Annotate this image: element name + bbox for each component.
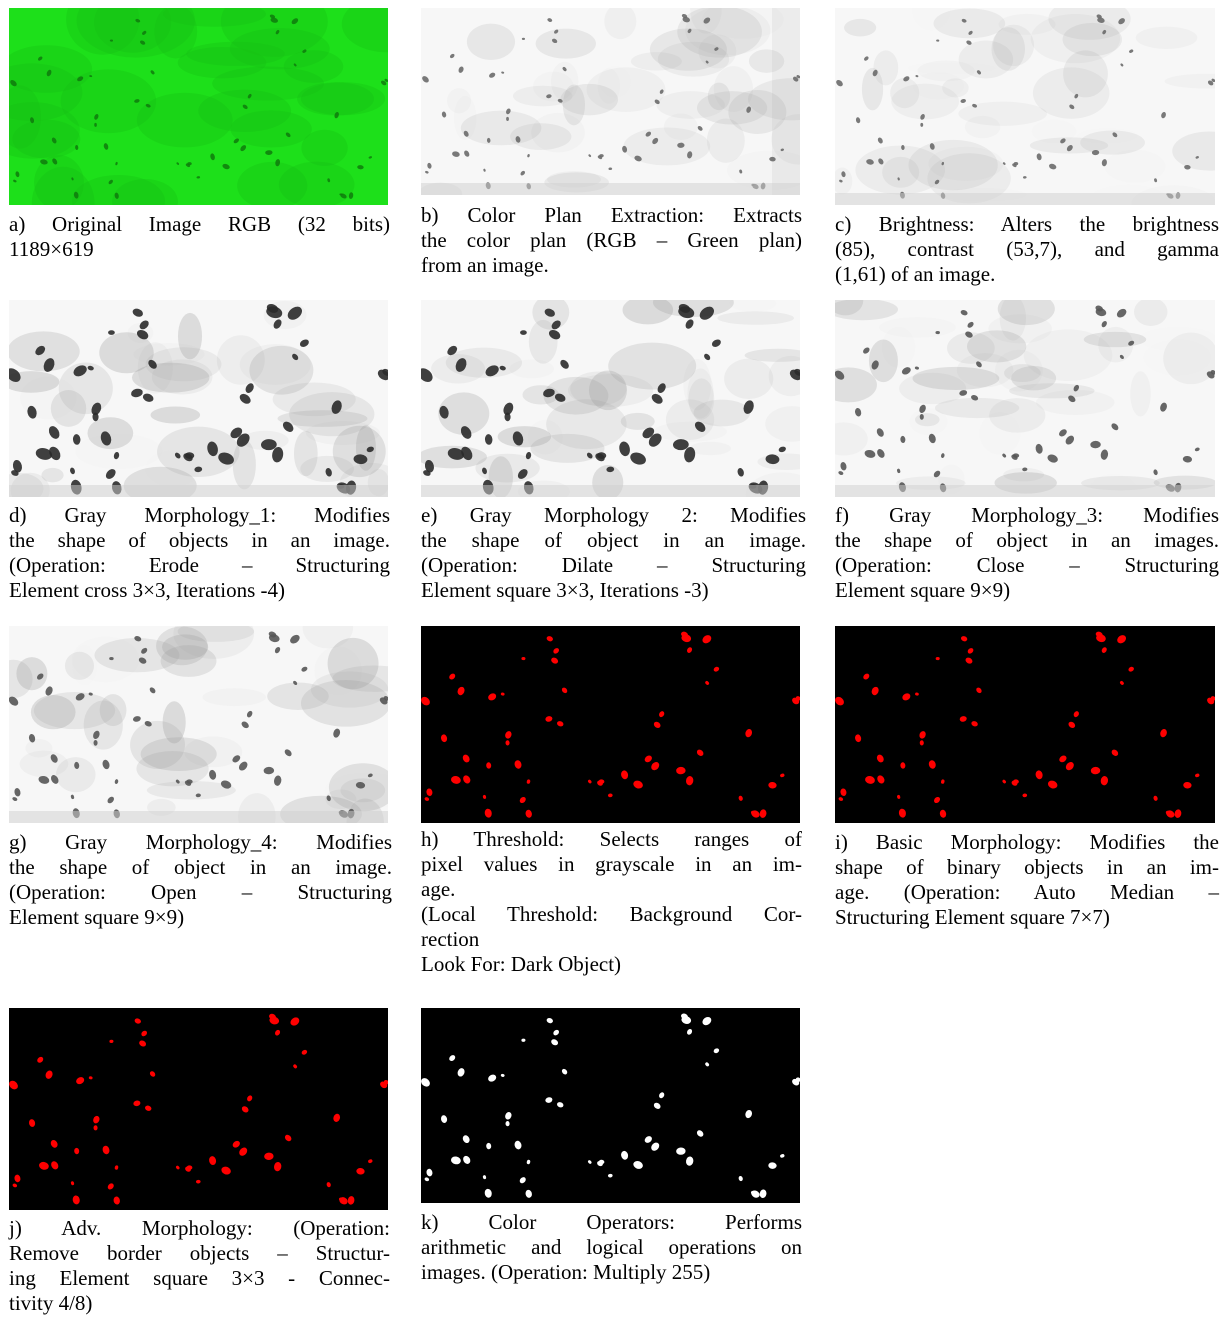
caption-line: f) Gray Morphology_3: Modifies <box>835 503 1219 527</box>
caption-line: the shape of object in an image. <box>421 528 806 552</box>
caption-line: Structuring Element square 7×7) <box>835 905 1110 929</box>
panel-j-caption: j) Adv. Morphology: (Operation: Remove bo… <box>9 1216 390 1316</box>
panel-g-caption: g) Gray Morphology_4: Modifies the shape … <box>9 830 392 930</box>
caption-line: tivity 4/8) <box>9 1291 93 1315</box>
micrograph-svg <box>9 8 388 205</box>
micrograph-svg <box>421 1008 800 1203</box>
panel-k-caption: k) Color Operators: Performs arithmetic a… <box>421 1210 802 1285</box>
caption-line: h) Threshold: Selects ranges of <box>421 827 802 851</box>
micrograph-svg <box>421 626 800 823</box>
panel-e-image <box>421 300 800 497</box>
caption-line: d) Gray Morphology_1: Modifies <box>9 503 390 527</box>
panel-a-image <box>9 8 388 205</box>
caption-line: Element cross 3×3, Iterations -4) <box>9 578 286 602</box>
panel-d-image <box>9 300 388 497</box>
caption-line: age. <box>421 877 456 901</box>
micrograph-svg <box>835 300 1215 497</box>
panel-e-caption: e) Gray Morphology 2: Modifies the shape … <box>421 503 806 603</box>
caption-line: the shape of objects in an image. <box>9 528 390 552</box>
caption-line: (Operation: Open – Structuring <box>9 880 392 904</box>
caption-line: (85), contrast (53,7), and gamma <box>835 237 1219 261</box>
panel-c-caption: c) Brightness: Alters the brightness (85)… <box>835 212 1219 287</box>
panel-g-image <box>9 626 388 823</box>
panel-b-image <box>421 8 800 195</box>
micrograph-svg <box>9 300 388 497</box>
micrograph-svg <box>835 626 1215 823</box>
panel-a-caption: a) Original Image RGB (32 bits) 1189×619 <box>9 212 390 262</box>
caption-line: Element square 9×9) <box>835 578 1011 602</box>
caption-line: pixel values in grayscale in an im- <box>421 852 802 876</box>
panel-k-image <box>421 1008 800 1203</box>
caption-line: age. (Operation: Auto Median – <box>835 880 1219 904</box>
panel-h-image <box>421 626 800 823</box>
caption-line: i) Basic Morphology: Modifies the <box>835 830 1219 854</box>
caption-line: the shape of object in an images. <box>835 528 1219 552</box>
caption-line: c) Brightness: Alters the brightness <box>835 212 1219 236</box>
panel-i-caption: i) Basic Morphology: Modifies the shape o… <box>835 830 1219 930</box>
caption-line: shape of binary objects in an im- <box>835 855 1219 879</box>
panel-i-image <box>835 626 1215 823</box>
panel-b-caption: b) Color Plan Extraction: Extracts the co… <box>421 203 802 278</box>
micrograph-svg <box>421 8 800 195</box>
caption-line: a) Original Image RGB (32 bits) <box>9 212 390 236</box>
caption-line: rection <box>421 927 480 951</box>
caption-line: (Operation: Close – Structuring <box>835 553 1219 577</box>
caption-line: Look For: Dark Object) <box>421 952 622 976</box>
caption-line: (1,61) of an image. <box>835 262 996 286</box>
panel-d-caption: d) Gray Morphology_1: Modifies the shape … <box>9 503 390 603</box>
caption-line: 1189×619 <box>9 237 94 261</box>
micrograph-svg <box>9 1008 388 1210</box>
panel-j-image <box>9 1008 388 1210</box>
panel-h-caption: h) Threshold: Selects ranges of pixel val… <box>421 827 802 977</box>
caption-line: g) Gray Morphology_4: Modifies <box>9 830 392 854</box>
panel-f-image <box>835 300 1215 497</box>
micrograph-svg <box>835 8 1215 205</box>
panel-c-image <box>835 8 1215 205</box>
micrograph-svg <box>9 626 388 823</box>
caption-line: arithmetic and logical operations on <box>421 1235 802 1259</box>
caption-line: j) Adv. Morphology: (Operation: <box>9 1216 390 1240</box>
caption-line: ing Element square 3×3 - Connec- <box>9 1266 390 1290</box>
caption-line: Element square 9×9) <box>9 905 185 929</box>
caption-line: (Operation: Dilate – Structuring <box>421 553 806 577</box>
caption-line: k) Color Operators: Performs <box>421 1210 802 1234</box>
caption-line: (Operation: Erode – Structuring <box>9 553 390 577</box>
caption-line: Remove border objects – Structur- <box>9 1241 390 1265</box>
caption-line: (Local Threshold: Background Cor- <box>421 902 802 926</box>
micrograph-svg <box>421 300 800 497</box>
caption-line: Element square 3×3, Iterations -3) <box>421 578 709 602</box>
caption-line: the shape of object in an image. <box>9 855 392 879</box>
caption-line: the color plan (RGB – Green plan) <box>421 228 802 252</box>
caption-line: images. (Operation: Multiply 255) <box>421 1260 711 1284</box>
caption-line: e) Gray Morphology 2: Modifies <box>421 503 806 527</box>
panel-f-caption: f) Gray Morphology_3: Modifies the shape … <box>835 503 1219 603</box>
caption-line: b) Color Plan Extraction: Extracts <box>421 203 802 227</box>
caption-line: from an image. <box>421 253 549 277</box>
